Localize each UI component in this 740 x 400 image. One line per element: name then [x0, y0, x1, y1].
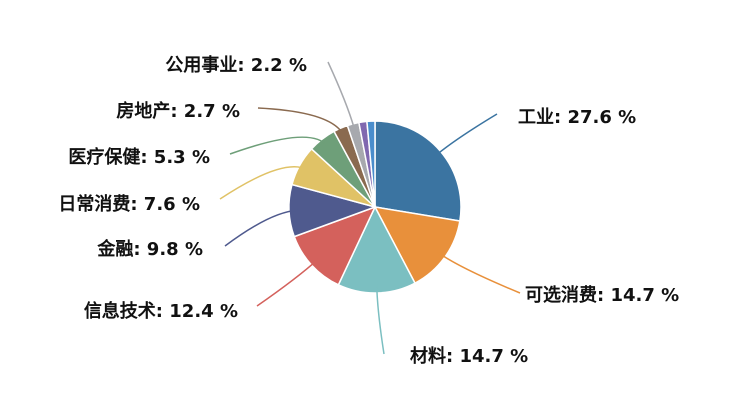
leader-line	[257, 107, 345, 137]
data-label: 医疗保健: 5.3 %	[68, 146, 210, 168]
leader-line	[433, 113, 498, 158]
leader-line	[375, 284, 385, 355]
data-label: 日常消费: 7.6 %	[58, 193, 200, 215]
pie-slice	[374, 120, 462, 222]
pie-slice	[366, 120, 376, 208]
data-label: 房地产: 2.7 %	[116, 100, 240, 122]
leader-line	[327, 61, 357, 133]
data-label: 金融: 9.8 %	[96, 238, 203, 260]
leader-line	[219, 166, 308, 200]
data-label: 材料: 14.7 %	[410, 345, 528, 367]
leader-line	[256, 258, 319, 307]
leader-line	[224, 209, 298, 247]
data-label: 可选消费: 14.7 %	[525, 284, 679, 306]
data-label: 工业: 27.6 %	[518, 107, 636, 128]
data-label: 信息技术: 12.4 %	[84, 300, 238, 322]
data-label: 公用事业: 2.2 %	[165, 54, 307, 76]
leader-line	[437, 251, 521, 294]
leader-line	[229, 136, 328, 155]
